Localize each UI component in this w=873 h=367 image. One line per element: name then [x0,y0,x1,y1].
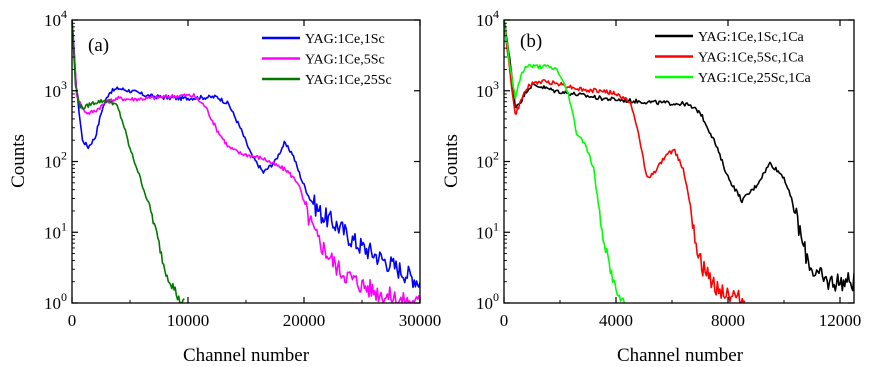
series-line-b-3 [504,20,626,303]
panel-b-label: (b) [520,31,542,52]
panel-b-series [504,20,854,303]
panel-a-xlabel: Channel number [183,345,310,366]
legend-entry: YAG:1Ce,1Sc [305,32,385,47]
x-tick-label: 0 [68,311,77,330]
panel-a-ylabel: Counts [8,134,29,188]
y-tick-label: 104 [476,7,499,30]
series-line-b-1 [504,20,854,292]
y-tick-label: 102 [44,149,67,172]
legend-entry: YAG:1Ce,1Sc,1Ca [698,30,805,45]
panel-b: 0 4000 8000 12000 100 101 102 103 104 (b) Channe… [441,7,861,366]
panel-a-ticks: 0 10000 20000 30000 100 101 102 103 104 [44,7,441,330]
panel-b-ylabel: Counts [441,134,462,188]
x-tick-label: 30000 [399,311,442,330]
x-tick-label: 0 [500,311,509,330]
panel-a-series [72,20,420,303]
y-tick-label: 102 [476,149,499,172]
panel-a-label: (a) [88,35,109,56]
panel-a: 0 10000 20000 30000 100 101 102 103 104 (a) Chan… [8,7,441,366]
x-tick-label: 12000 [819,311,862,330]
legend-entry: YAG:1Ce,25Sc,1Ca [698,71,812,86]
panel-a-legend: YAG:1Ce,1Sc YAG:1Ce,5Sc YAG:1Ce,25Sc [262,32,392,88]
x-tick-label: 4000 [599,311,633,330]
series-line-a-1 [72,20,420,289]
y-tick-label: 103 [44,78,67,101]
series-line-a-3 [72,20,185,303]
x-tick-label: 20000 [283,311,326,330]
x-tick-label: 10000 [167,311,210,330]
y-tick-label: 104 [44,7,67,30]
y-tick-label: 101 [44,219,67,242]
legend-entry: YAG:1Ce,5Sc [305,53,385,68]
panel-b-legend: YAG:1Ce,1Sc,1Ca YAG:1Ce,5Sc,1Ca YAG:1Ce,25… [655,30,812,86]
x-tick-label: 8000 [711,311,745,330]
legend-entry: YAG:1Ce,25Sc [305,73,392,88]
series-line-b-2 [504,20,746,303]
panel-b-xlabel: Channel number [617,345,744,366]
series-line-a-2 [72,20,420,303]
panel-b-ticks: 0 4000 8000 12000 100 101 102 103 104 [476,7,861,330]
y-tick-label: 100 [44,290,67,313]
y-tick-label: 100 [476,290,499,313]
legend-entry: YAG:1Ce,5Sc,1Ca [698,51,805,66]
y-tick-label: 101 [476,219,499,242]
y-tick-label: 103 [476,78,499,101]
